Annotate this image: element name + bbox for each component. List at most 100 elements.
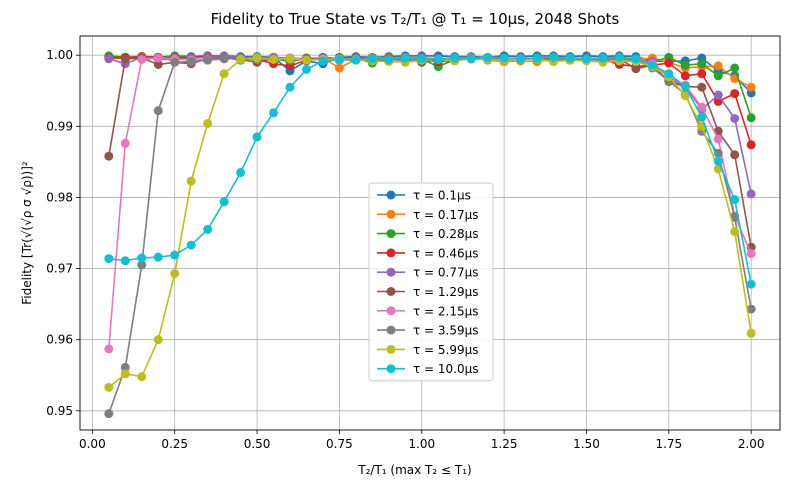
data-point <box>713 156 723 166</box>
legend: τ = 0.1μs τ = 0.17μs τ = 0.28μs τ = 0.46μs τ… <box>368 182 494 382</box>
y-axis-label: Fidelity [Tr(√(√ρ σ √ρ))]² <box>20 161 34 305</box>
legend-entry: τ = 3.59μs <box>377 324 479 338</box>
data-point <box>153 335 163 345</box>
data-point <box>120 256 130 266</box>
y-tick-label: 0.95 <box>46 404 73 418</box>
legend-swatch-marker <box>386 344 396 354</box>
legend-entry: τ = 1.29μs <box>377 285 479 299</box>
legend-swatch-marker <box>386 229 396 239</box>
legend-label: τ = 10.0μs <box>413 362 479 376</box>
data-point <box>466 54 476 64</box>
data-point <box>483 52 493 62</box>
data-point <box>219 197 229 207</box>
data-point <box>697 112 707 122</box>
data-point <box>730 195 740 205</box>
legend-swatch-marker <box>386 325 396 335</box>
legend-label: τ = 1.29μs <box>413 285 479 299</box>
data-point <box>137 54 147 64</box>
legend-swatch-marker <box>386 248 396 258</box>
legend-swatch-marker <box>386 306 396 316</box>
legend-entry: τ = 0.46μs <box>377 246 479 260</box>
legend-entry: τ = 0.1μs <box>377 189 471 203</box>
legend-label: τ = 0.1μs <box>413 189 471 203</box>
data-point <box>730 89 740 99</box>
x-tick-label: 1.75 <box>655 437 682 451</box>
data-point <box>203 224 213 234</box>
data-point <box>137 260 147 270</box>
x-tick-label: 1.25 <box>491 437 518 451</box>
data-point <box>549 52 559 62</box>
data-point <box>137 253 147 263</box>
legend-box <box>368 182 494 382</box>
data-point <box>697 82 707 92</box>
data-point <box>236 168 246 178</box>
data-point <box>713 71 723 81</box>
chart-title: Fidelity to True State vs T₂/T₁ @ T₁ = 1… <box>211 10 620 28</box>
data-point <box>581 54 591 64</box>
x-tick-label: 2.00 <box>738 437 765 451</box>
y-tick-label: 0.99 <box>46 119 73 133</box>
data-point <box>120 369 130 379</box>
data-point <box>746 113 756 123</box>
data-point <box>565 53 575 63</box>
data-point <box>120 138 130 148</box>
legend-entry: τ = 10.0μs <box>377 362 479 376</box>
legend-swatch-marker <box>386 209 396 219</box>
data-point <box>631 64 641 74</box>
y-tick-label: 1.00 <box>46 48 73 62</box>
series-layer <box>104 51 756 419</box>
data-point <box>104 54 114 64</box>
legend-entry: τ = 0.28μs <box>377 227 479 241</box>
data-point <box>285 82 295 92</box>
data-point <box>203 118 213 128</box>
legend-label: τ = 2.15μs <box>413 304 479 318</box>
data-point <box>516 54 526 64</box>
data-point <box>433 54 443 64</box>
data-point <box>334 63 344 73</box>
y-tick-label: 0.98 <box>46 190 73 204</box>
data-point <box>680 81 690 91</box>
legend-swatch-marker <box>386 364 396 374</box>
data-point <box>680 60 690 70</box>
legend-swatch-marker <box>386 267 396 277</box>
data-point <box>713 90 723 100</box>
data-point <box>120 54 130 64</box>
data-point <box>384 54 394 64</box>
data-point <box>236 54 246 64</box>
x-tick-label: 1.50 <box>573 437 600 451</box>
data-point <box>351 55 361 65</box>
data-point <box>680 91 690 101</box>
data-point <box>713 61 723 71</box>
data-point <box>153 59 163 69</box>
series-line <box>108 56 752 285</box>
legend-entry: τ = 0.17μs <box>377 208 479 222</box>
data-point <box>730 150 740 160</box>
legend-swatch-marker <box>386 190 396 200</box>
data-point <box>153 53 163 63</box>
data-point <box>104 344 114 354</box>
data-point <box>664 69 674 79</box>
axes: 0.00 0.25 0.50 0.75 1.00 1.25 1.50 1.75 2.00 0.95… <box>46 48 764 451</box>
data-point <box>301 55 311 65</box>
data-point <box>417 54 427 64</box>
data-point <box>285 54 295 64</box>
data-point <box>153 252 163 262</box>
data-point <box>400 53 410 63</box>
legend-label: τ = 0.17μs <box>413 208 479 222</box>
data-point <box>730 114 740 123</box>
legend-entry: τ = 2.15μs <box>377 304 479 318</box>
x-tick-label: 0.00 <box>79 437 106 451</box>
data-point <box>269 108 279 118</box>
plot-frame <box>79 35 781 431</box>
data-point <box>104 254 114 264</box>
data-point <box>697 102 707 112</box>
data-point <box>499 53 509 63</box>
data-point <box>153 106 163 116</box>
data-point <box>334 54 344 64</box>
data-point <box>746 328 756 338</box>
data-point <box>730 227 740 237</box>
data-point <box>252 53 262 63</box>
data-point <box>219 69 229 79</box>
